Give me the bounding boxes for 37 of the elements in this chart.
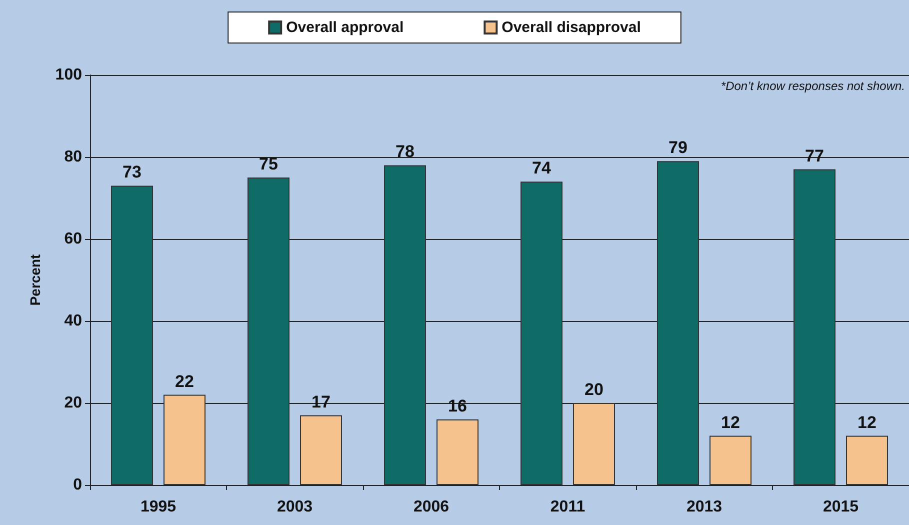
bar (794, 169, 836, 485)
bar (710, 436, 752, 485)
bar (846, 436, 888, 485)
bar (248, 178, 290, 485)
data-label: 20 (584, 380, 604, 399)
data-label: 73 (122, 162, 142, 182)
x-tick-label: 2003 (276, 498, 313, 516)
legend-label: Overall disapproval (502, 19, 641, 36)
y-tick-label: 80 (64, 148, 82, 166)
y-tick-label: 0 (73, 476, 82, 494)
bar (384, 165, 426, 485)
x-tick-label: 2006 (413, 498, 450, 516)
bar (520, 182, 562, 485)
bar (300, 415, 342, 485)
y-axis-title: Percent (27, 254, 43, 306)
data-label: 22 (175, 372, 194, 391)
data-label: 79 (668, 138, 688, 158)
data-label: 12 (721, 412, 740, 432)
y-tick-label: 60 (64, 230, 82, 248)
x-tick-label: 2011 (550, 498, 586, 516)
bar (573, 403, 615, 485)
bar (436, 419, 478, 485)
data-label: 78 (396, 142, 414, 162)
y-tick-label: 100 (55, 66, 82, 84)
y-tick-label: 40 (64, 312, 82, 330)
legend-label: Overall approval (286, 19, 404, 36)
data-label: 12 (858, 412, 876, 432)
x-tick-label: 2013 (686, 498, 722, 516)
bar (164, 394, 206, 485)
data-label: 75 (259, 154, 278, 174)
bar (657, 161, 699, 485)
data-label: 74 (532, 158, 552, 178)
bar (111, 186, 153, 485)
y-tick-label: 20 (64, 394, 82, 412)
annotation: *Don’t know responses not shown. (720, 79, 906, 93)
x-tick-label: 1995 (140, 498, 176, 516)
x-tick-label: 2015 (822, 498, 859, 516)
